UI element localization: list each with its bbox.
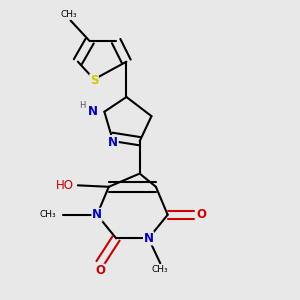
Text: S: S	[90, 74, 98, 87]
Text: N: N	[92, 208, 102, 221]
Text: HO: HO	[56, 179, 74, 192]
Text: N: N	[88, 105, 98, 118]
Text: N: N	[143, 232, 154, 245]
Text: CH₃: CH₃	[152, 265, 169, 274]
Text: O: O	[196, 208, 206, 221]
Text: O: O	[95, 264, 105, 277]
Text: CH₃: CH₃	[61, 10, 77, 19]
Text: N: N	[108, 136, 118, 148]
Text: H: H	[79, 101, 85, 110]
Text: CH₃: CH₃	[39, 210, 56, 219]
